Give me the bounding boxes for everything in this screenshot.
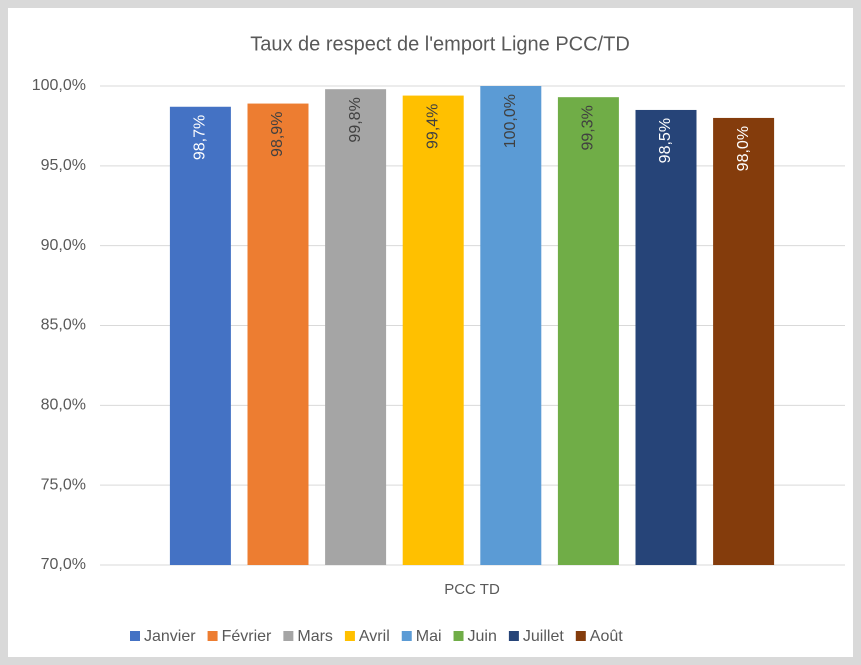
legend-swatch (283, 631, 294, 641)
legend-swatch (575, 631, 586, 641)
y-tick-label: 85,0% (41, 317, 86, 334)
bar (247, 103, 309, 566)
bar (635, 109, 697, 565)
data-label: 98,0% (735, 126, 752, 171)
y-tick-label: 70,0% (41, 556, 86, 573)
legend-label: Juillet (523, 628, 564, 645)
legend-label: Avril (359, 628, 390, 645)
data-label: 99,4% (424, 104, 441, 149)
chart-title: Taux de respect de l'emport Ligne PCC/TD (250, 33, 630, 55)
legend-label: Mai (416, 628, 442, 645)
legend-label: Février (222, 628, 272, 645)
legend-swatch (453, 631, 464, 641)
bar (557, 97, 619, 565)
y-tick-label: 100,0% (32, 77, 86, 94)
bar (169, 106, 231, 566)
y-tick-label: 80,0% (41, 397, 86, 414)
bar (713, 117, 775, 565)
data-label: 100,0% (502, 94, 519, 148)
y-tick-label: 95,0% (41, 157, 86, 174)
x-tick-label: PCC TD (444, 581, 500, 598)
legend-swatch (130, 631, 140, 641)
y-tick-label: 75,0% (41, 476, 86, 493)
legend-label: Mars (297, 628, 333, 645)
data-label: 99,3% (580, 105, 597, 150)
data-label: 99,8% (347, 97, 364, 142)
data-label: 98,7% (192, 115, 209, 160)
bar (480, 86, 542, 565)
legend-label: Janvier (144, 628, 196, 645)
legend-swatch (344, 631, 355, 641)
bar (402, 95, 464, 565)
y-tick-label: 90,0% (41, 237, 86, 254)
legend-swatch (401, 631, 412, 641)
legend-label: Août (590, 628, 623, 645)
legend-label: Juin (468, 628, 497, 645)
data-label: 98,9% (269, 112, 286, 157)
legend-swatch (207, 631, 218, 641)
data-label: 98,5% (657, 118, 674, 163)
bar (325, 89, 387, 566)
legend-swatch (508, 631, 519, 641)
